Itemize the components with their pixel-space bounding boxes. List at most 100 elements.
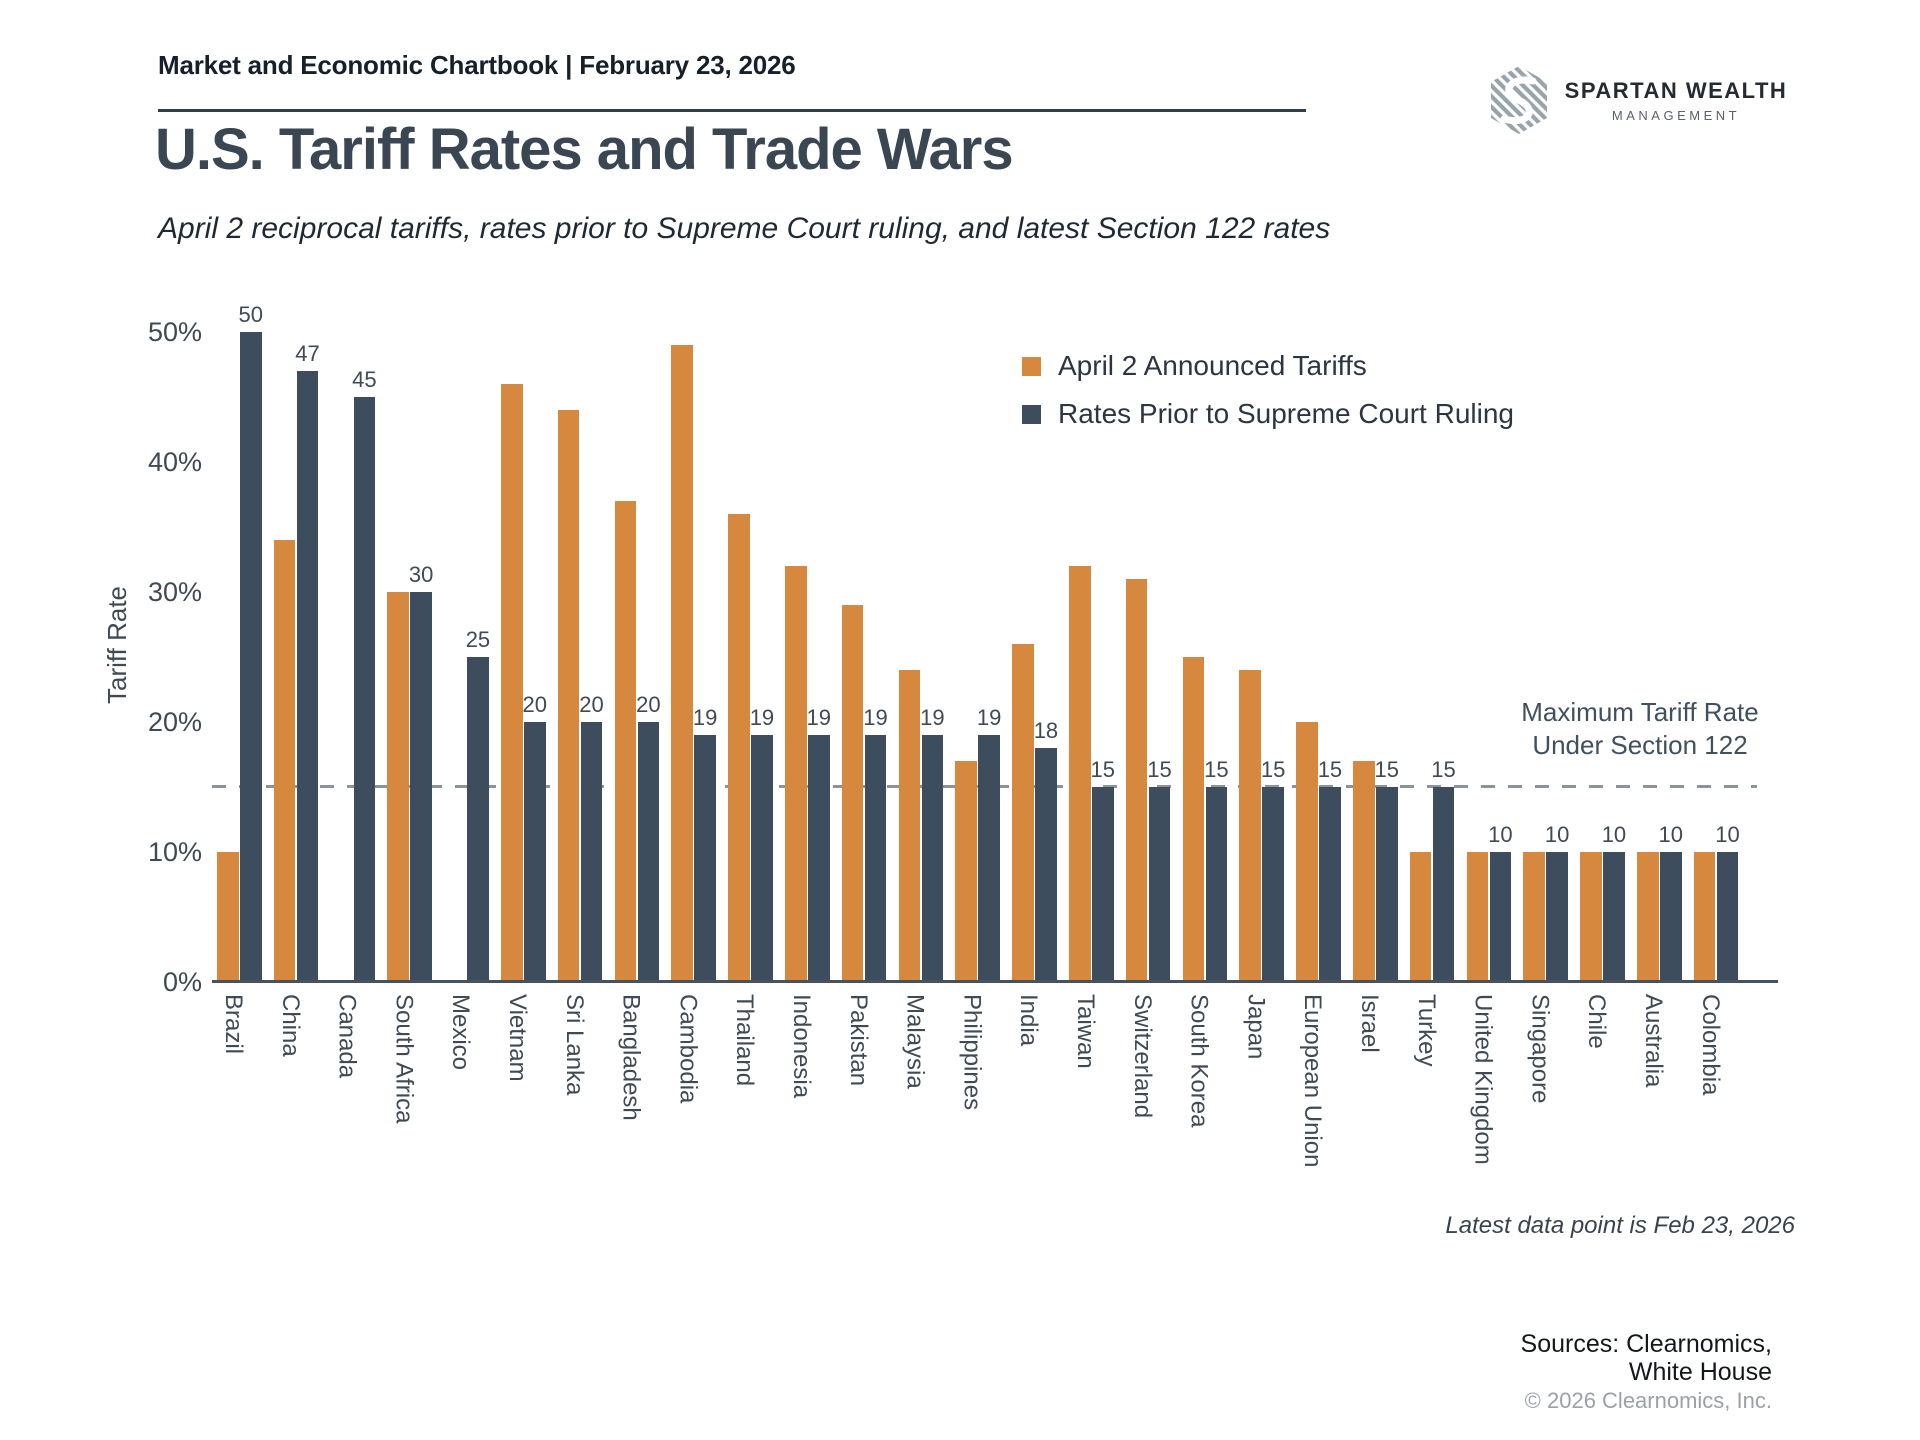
bar-value-label-colombia: 10 — [1715, 822, 1740, 847]
copyright-text: © 2026 Clearnomics, Inc. — [1524, 1388, 1772, 1413]
bar-value-label-cambodia: 19 — [692, 705, 718, 730]
sources-line2: White House — [1628, 1358, 1772, 1386]
bar-value-label-switzerland: 15 — [1147, 757, 1172, 782]
x-label-european-union: European Union — [1299, 994, 1327, 1168]
bar-value-label-vietnam: 20 — [522, 692, 547, 717]
bar-april2-china — [273, 540, 296, 982]
x-label-malaysia: Malaysia — [901, 994, 929, 1089]
bar-prior-ruling-sri-lanka — [580, 722, 603, 982]
bar-prior-ruling-japan — [1262, 787, 1284, 982]
bar-prior-ruling-switzerland — [1148, 787, 1171, 982]
bar-value-label-chile: 10 — [1601, 822, 1627, 847]
x-label-sri-lanka: Sri Lanka — [560, 994, 588, 1096]
bar-value-label-bangladesh: 20 — [636, 692, 661, 717]
x-label-philippines: Philippines — [958, 994, 986, 1111]
bar-value-label-japan: 15 — [1260, 757, 1286, 782]
bar-value-label-china: 47 — [295, 341, 320, 366]
x-label-brazil: Brazil — [220, 994, 247, 1055]
bar-value-label-south-korea: 15 — [1204, 757, 1229, 782]
bar-april2-brazil — [217, 852, 239, 982]
bar-prior-ruling-canada — [353, 397, 376, 982]
bar-prior-ruling-cambodia — [694, 735, 716, 982]
bar-prior-ruling-israel — [1376, 787, 1398, 982]
logo-subname-text: MANAGEMENT — [1611, 108, 1741, 123]
y-tick-50: 50% — [147, 317, 202, 347]
bar-april2-pakistan — [841, 605, 864, 982]
bar-april2-indonesia — [785, 566, 807, 982]
x-label-vietnam: Vietnam — [504, 994, 531, 1082]
bar-value-label-canada: 45 — [352, 367, 377, 392]
legend-swatch-april2 — [1022, 357, 1041, 376]
bar-april2-india — [1012, 644, 1034, 982]
bar-prior-ruling-china — [296, 371, 319, 982]
bar-april2-switzerland — [1125, 579, 1148, 982]
bar-april2-malaysia — [898, 670, 921, 982]
bar-value-label-israel: 15 — [1374, 757, 1399, 782]
bar-april2-chile — [1580, 852, 1602, 982]
page-title: U.S. Tariff Rates and Trade Wars — [155, 117, 1014, 182]
x-axis-line — [212, 980, 1778, 983]
x-label-india: India — [1015, 994, 1043, 1047]
x-label-taiwan: Taiwan — [1072, 994, 1099, 1069]
bar-april2-cambodia — [671, 345, 693, 982]
bar-april2-thailand — [728, 514, 750, 982]
header-divider — [158, 109, 1306, 112]
bar-prior-ruling-indonesia — [808, 735, 830, 982]
bar-value-label-sri-lanka: 20 — [579, 692, 604, 717]
x-label-united-kingdom: United Kingdom — [1469, 994, 1497, 1165]
bar-prior-ruling-bangladesh — [637, 722, 660, 982]
bar-prior-ruling-chile — [1603, 852, 1625, 982]
bar-prior-ruling-mexico — [467, 657, 489, 982]
bar-april2-australia — [1637, 852, 1659, 982]
bar-prior-ruling-vietnam — [524, 722, 546, 982]
sources-line1: Sources: Clearnomics, — [1520, 1330, 1772, 1358]
legend-swatch-prior-rates — [1022, 405, 1041, 424]
x-label-japan: Japan — [1242, 994, 1270, 1060]
bar-prior-ruling-south-korea — [1205, 787, 1228, 982]
x-label-bangladesh: Bangladesh — [617, 994, 645, 1121]
bar-value-label-malaysia: 19 — [920, 705, 945, 730]
x-label-australia: Australia — [1640, 994, 1667, 1088]
bar-value-label-mexico: 25 — [465, 627, 491, 652]
bar-april2-south-africa — [387, 592, 409, 982]
bar-april2-taiwan — [1069, 566, 1091, 982]
x-label-thailand: Thailand — [731, 994, 759, 1087]
spartan-logo-hexagon-icon — [1491, 66, 1547, 134]
bar-value-label-pakistan: 19 — [863, 705, 888, 730]
x-label-singapore: Singapore — [1526, 994, 1554, 1104]
y-tick-40: 40% — [147, 447, 202, 477]
bar-value-label-indonesia: 19 — [806, 705, 831, 730]
logo-name-text: SPARTAN WEALTH — [1564, 78, 1788, 103]
legend-label-prior-rates: Rates Prior to Supreme Court Ruling — [1058, 398, 1514, 429]
bar-prior-ruling-south-africa — [410, 592, 432, 982]
x-label-chile: Chile — [1583, 994, 1611, 1049]
bar-april2-japan — [1239, 670, 1261, 982]
bar-april2-philippines — [955, 761, 977, 982]
bar-value-label-thailand: 19 — [749, 705, 775, 730]
bar-prior-ruling-thailand — [751, 735, 773, 982]
x-label-colombia: Colombia — [1696, 994, 1724, 1096]
bar-value-label-turkey: 15 — [1431, 757, 1456, 782]
latest-data-note: Latest data point is Feb 23, 2026 — [1445, 1212, 1795, 1239]
bar-april2-sri-lanka — [557, 410, 580, 982]
bar-april2-singapore — [1523, 852, 1545, 982]
bar-prior-ruling-india — [1035, 748, 1057, 982]
spartan-wealth-logo: SPARTAN WEALTH MANAGEMENT — [1488, 62, 1788, 142]
y-tick-0: 0% — [162, 967, 202, 997]
legend-label-april2: April 2 Announced Tariffs — [1058, 350, 1367, 381]
bar-prior-ruling-colombia — [1716, 852, 1739, 982]
bar-prior-ruling-singapore — [1546, 852, 1568, 982]
bar-prior-ruling-united-kingdom — [1489, 852, 1512, 982]
bar-value-label-australia: 10 — [1658, 822, 1683, 847]
bar-april2-colombia — [1693, 852, 1716, 982]
bar-april2-israel — [1353, 761, 1375, 982]
x-label-mexico: Mexico — [447, 994, 475, 1071]
x-label-canada: Canada — [333, 994, 361, 1079]
x-label-china: China — [276, 994, 304, 1057]
bar-value-label-philippines: 19 — [976, 705, 1002, 730]
bar-prior-ruling-pakistan — [864, 735, 887, 982]
x-label-indonesia: Indonesia — [788, 994, 815, 1099]
x-label-pakistan: Pakistan — [844, 994, 872, 1087]
x-label-south-africa: South Africa — [390, 994, 418, 1124]
